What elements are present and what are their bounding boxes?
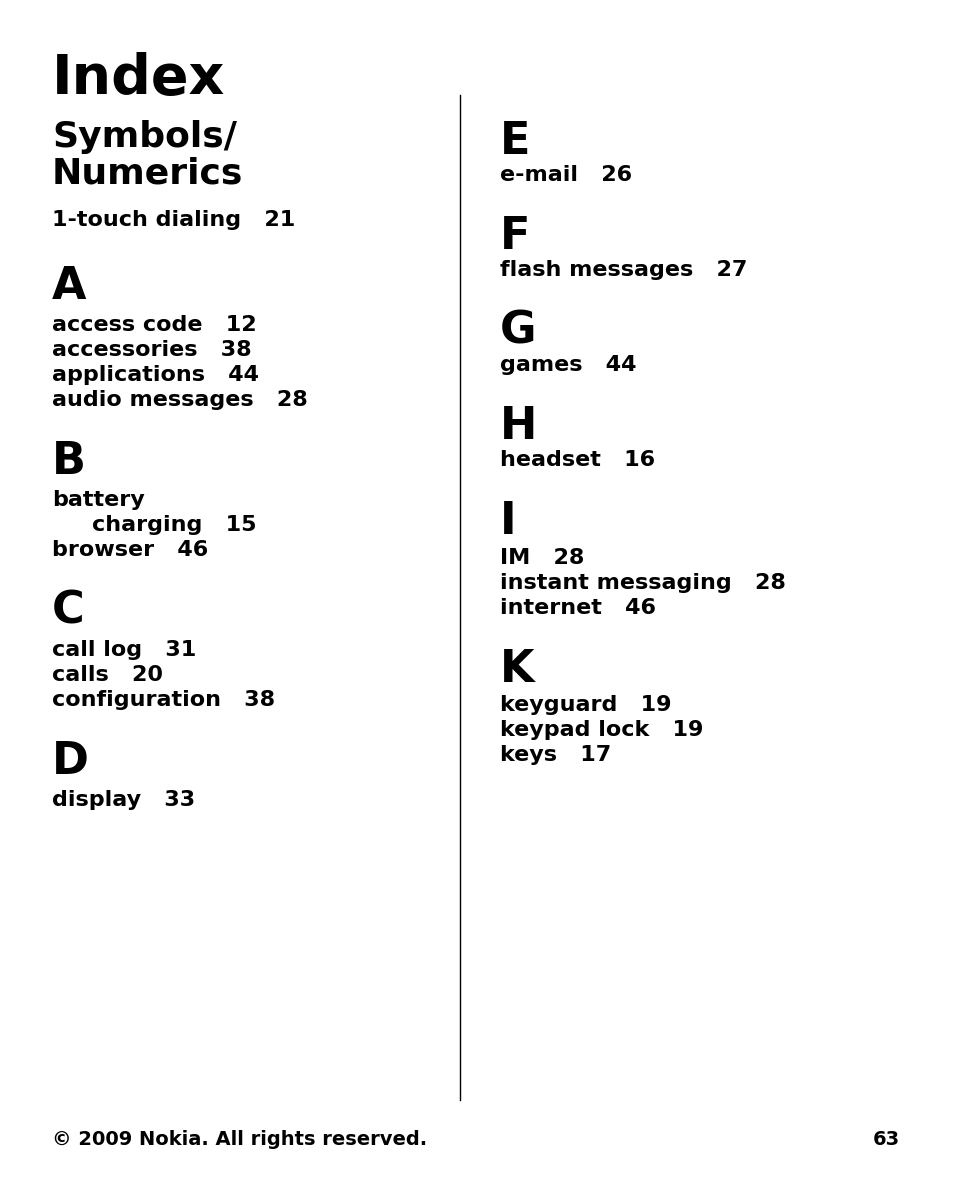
Text: G: G bbox=[499, 310, 536, 353]
Text: C: C bbox=[52, 590, 85, 632]
Text: call log   31: call log 31 bbox=[52, 640, 196, 660]
Text: configuration   38: configuration 38 bbox=[52, 690, 274, 710]
Text: H: H bbox=[499, 405, 537, 448]
Text: IM   28: IM 28 bbox=[499, 548, 584, 568]
Text: audio messages   28: audio messages 28 bbox=[52, 391, 308, 409]
Text: applications   44: applications 44 bbox=[52, 365, 258, 385]
Text: browser   46: browser 46 bbox=[52, 540, 208, 560]
Text: calls   20: calls 20 bbox=[52, 666, 163, 686]
Text: flash messages   27: flash messages 27 bbox=[499, 260, 746, 280]
Text: instant messaging   28: instant messaging 28 bbox=[499, 573, 785, 594]
Text: B: B bbox=[52, 440, 86, 483]
Text: keys   17: keys 17 bbox=[499, 745, 611, 765]
Text: charging   15: charging 15 bbox=[91, 514, 256, 535]
Text: E: E bbox=[499, 120, 530, 163]
Text: accessories   38: accessories 38 bbox=[52, 340, 252, 360]
Text: games   44: games 44 bbox=[499, 355, 636, 375]
Text: D: D bbox=[52, 740, 89, 784]
Text: Symbols/
Numerics: Symbols/ Numerics bbox=[52, 120, 243, 191]
Text: battery: battery bbox=[52, 490, 145, 510]
Text: internet   46: internet 46 bbox=[499, 598, 656, 618]
Text: 63: 63 bbox=[872, 1130, 899, 1149]
Text: A: A bbox=[52, 266, 87, 308]
Text: keyguard   19: keyguard 19 bbox=[499, 695, 671, 715]
Text: keypad lock   19: keypad lock 19 bbox=[499, 720, 702, 740]
Text: e-mail   26: e-mail 26 bbox=[499, 165, 632, 185]
Text: headset   16: headset 16 bbox=[499, 450, 655, 470]
Text: display   33: display 33 bbox=[52, 789, 195, 809]
Text: K: K bbox=[499, 648, 534, 691]
Text: I: I bbox=[499, 500, 517, 543]
Text: 1-touch dialing   21: 1-touch dialing 21 bbox=[52, 210, 294, 230]
Text: F: F bbox=[499, 215, 530, 258]
Text: access code   12: access code 12 bbox=[52, 315, 256, 335]
Text: Index: Index bbox=[52, 52, 225, 106]
Text: © 2009 Nokia. All rights reserved.: © 2009 Nokia. All rights reserved. bbox=[52, 1130, 427, 1149]
